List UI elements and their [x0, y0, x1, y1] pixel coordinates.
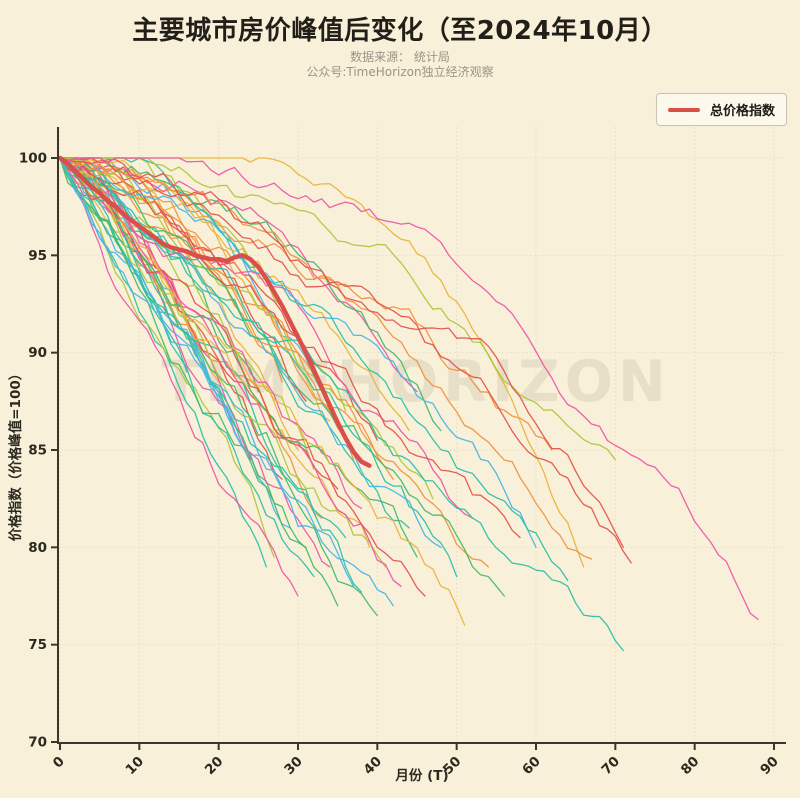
city-line — [59, 157, 593, 560]
subtitle-account: 公众号:TimeHorizon独立经济观察 — [306, 65, 494, 79]
axes — [57, 127, 786, 744]
city-line — [59, 157, 283, 383]
y-tick-label: 80 — [28, 540, 47, 556]
city-line — [59, 157, 418, 558]
y-tick-label: 95 — [28, 248, 47, 264]
city-line — [59, 157, 299, 597]
y-tick-label: 90 — [28, 345, 47, 361]
subtitle-data-source: 数据来源： 统计局 — [350, 50, 450, 64]
city-line — [59, 157, 616, 461]
city-line — [59, 157, 624, 548]
city-line — [59, 157, 236, 432]
city-line — [59, 157, 490, 568]
city-line — [59, 157, 275, 558]
city-line — [59, 157, 371, 548]
y-tick-label: 70 — [28, 735, 47, 751]
city-line — [59, 157, 315, 471]
chart-subtitle: 数据来源： 统计局 公众号:TimeHorizon独立经济观察 — [0, 50, 800, 80]
chart-title: 主要城市房价峰值后变化（至2024年10月） — [132, 16, 668, 46]
city-line — [59, 157, 505, 597]
city-line — [59, 157, 355, 461]
tick-marks — [51, 156, 775, 750]
city-line — [59, 157, 759, 621]
city-line — [59, 157, 339, 607]
city-line — [59, 157, 402, 587]
y-tick-label: 85 — [28, 442, 47, 458]
city-line — [59, 157, 521, 539]
city-line — [59, 157, 466, 626]
city-line — [59, 157, 386, 568]
total-index-line — [57, 155, 372, 468]
y-tick-label: 75 — [28, 637, 47, 653]
legend-line-swatch — [668, 107, 700, 112]
city-line — [59, 157, 283, 480]
legend: 总价格指数 — [656, 93, 788, 126]
city-line — [59, 157, 378, 441]
y-tick-label: 100 — [19, 150, 47, 166]
city-line — [59, 157, 632, 564]
city-line — [59, 157, 537, 548]
city-line — [59, 157, 394, 607]
city-line — [59, 157, 569, 582]
city-line — [59, 157, 474, 519]
city-lines — [59, 157, 759, 652]
city-line — [59, 157, 315, 578]
total-index-polyline — [57, 155, 372, 468]
legend-label: 总价格指数 — [710, 104, 776, 119]
x-axis-label: 月份 (T) — [395, 768, 449, 784]
y-axis-label: 价格指数（价格峰值=100） — [8, 366, 24, 542]
